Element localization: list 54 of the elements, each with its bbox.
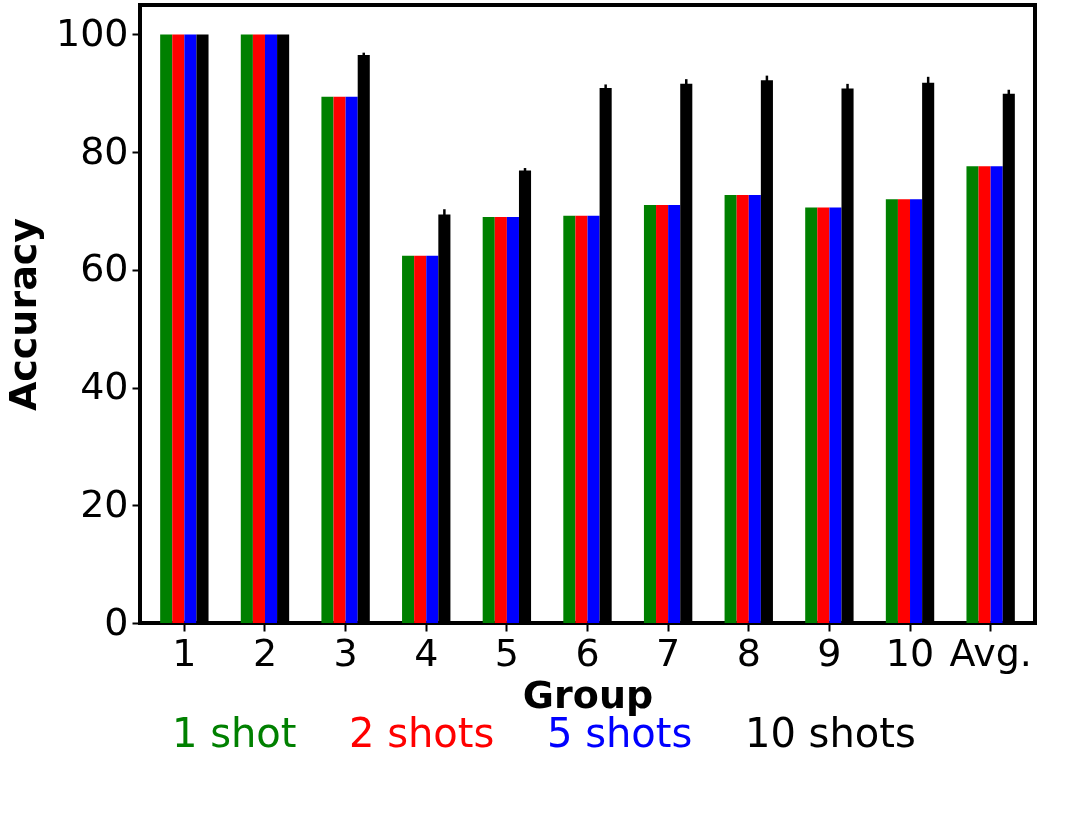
bar xyxy=(494,216,507,623)
bar xyxy=(264,34,278,623)
text: 2 shots xyxy=(349,710,495,756)
bar xyxy=(345,96,358,623)
bar xyxy=(587,215,600,623)
bar xyxy=(978,166,991,623)
bar xyxy=(656,205,669,623)
x-tick-label: 6 xyxy=(575,630,600,675)
y-tick-label: 40 xyxy=(80,364,129,409)
bar xyxy=(817,207,830,623)
y-tick-label: 80 xyxy=(80,128,129,173)
bar xyxy=(575,215,588,623)
bar xyxy=(805,207,818,623)
bar xyxy=(506,216,519,623)
bar xyxy=(402,255,415,623)
x-tick-label: Avg. xyxy=(949,630,1032,675)
x-tick-label: 4 xyxy=(414,630,439,675)
x-tick-label: 2 xyxy=(252,630,278,675)
bar xyxy=(184,34,197,623)
bar xyxy=(426,255,439,623)
bar xyxy=(668,205,681,623)
x-tick-label: 9 xyxy=(817,630,842,675)
bar xyxy=(563,215,576,623)
bar xyxy=(966,166,979,623)
bar xyxy=(990,166,1003,623)
bar xyxy=(172,34,185,623)
bar xyxy=(736,195,749,623)
y-tick-label: 60 xyxy=(80,246,129,291)
x-tick-label: 1 xyxy=(172,630,197,675)
bar xyxy=(333,96,346,623)
x-tick-label: 3 xyxy=(333,630,358,675)
bar xyxy=(252,34,265,623)
bar xyxy=(643,205,657,623)
bar xyxy=(321,96,334,623)
bar xyxy=(829,207,842,623)
bar xyxy=(885,199,898,623)
text: 10 shots xyxy=(745,710,916,756)
bar xyxy=(724,195,737,623)
y-tick-label: 20 xyxy=(80,481,129,526)
bar xyxy=(910,199,923,623)
bar xyxy=(897,199,911,623)
y-tick-label: 100 xyxy=(55,10,129,55)
bar xyxy=(748,195,761,623)
bar xyxy=(160,34,173,623)
x-tick-label: 8 xyxy=(736,630,761,675)
x-tick-label: 10 xyxy=(885,630,935,675)
text: 1 shot xyxy=(172,710,297,756)
y-axis-title: Accuracy xyxy=(0,217,45,412)
bar xyxy=(240,34,253,623)
x-tick-label: 7 xyxy=(656,630,681,675)
y-tick-label: 0 xyxy=(104,599,129,644)
bar xyxy=(414,255,427,623)
x-tick-label: 5 xyxy=(494,630,519,675)
bar xyxy=(482,216,495,623)
